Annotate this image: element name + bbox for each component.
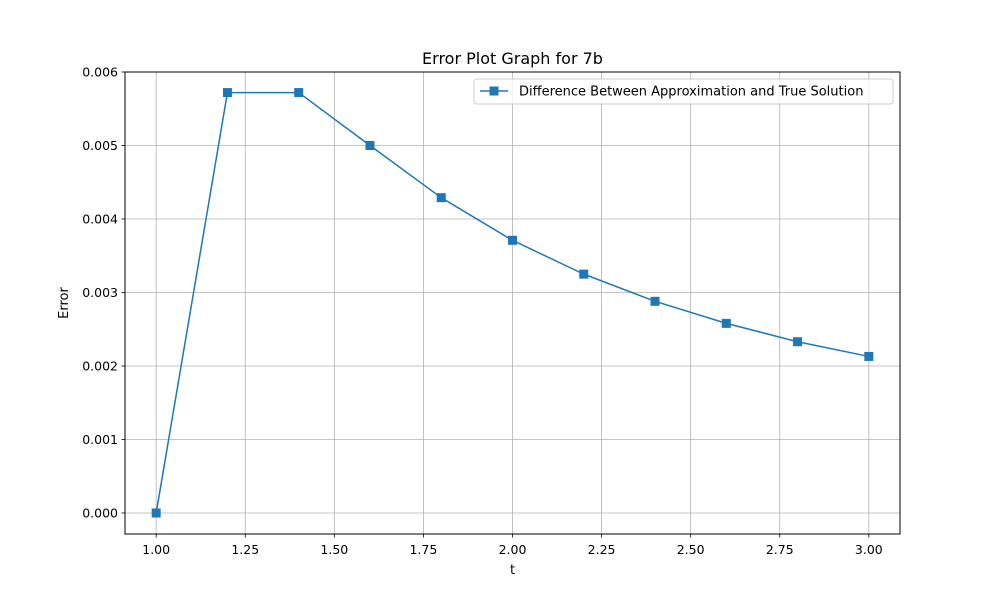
legend-marker-swatch xyxy=(489,86,499,96)
series-layer xyxy=(151,88,874,518)
chart-title: Error Plot Graph for 7b xyxy=(422,49,603,68)
x-tick-label: 3.00 xyxy=(855,542,883,557)
x-tick-label: 1.50 xyxy=(320,542,348,557)
y-tick-label: 0.001 xyxy=(82,432,118,447)
data-point-marker xyxy=(365,140,375,150)
y-axis-label: Error xyxy=(57,287,72,319)
data-point-marker xyxy=(721,318,731,328)
x-axis-label: t xyxy=(510,563,515,578)
data-point-marker xyxy=(294,88,304,98)
legend: Difference Between Approximation and Tru… xyxy=(473,78,894,105)
x-tick-label: 2.00 xyxy=(499,542,527,557)
y-tick-label: 0.000 xyxy=(82,505,118,520)
legend-box xyxy=(473,78,894,105)
data-point-marker xyxy=(436,193,446,203)
x-tick-label: 2.75 xyxy=(766,542,794,557)
legend-entry-label: Difference Between Approximation and Tru… xyxy=(519,85,863,100)
x-tick-label: 2.25 xyxy=(588,542,616,557)
y-tick-label: 0.004 xyxy=(82,211,118,226)
data-point-marker xyxy=(793,337,803,347)
x-tick-label: 2.50 xyxy=(677,542,705,557)
y-tick-label: 0.002 xyxy=(82,358,118,373)
data-point-marker xyxy=(579,269,589,279)
data-point-marker xyxy=(151,508,161,518)
grid xyxy=(125,71,900,534)
x-tick-label: 1.00 xyxy=(142,542,170,557)
y-axis: 0.000 0.001 0.002 0.003 0.004 0.005 0.006 xyxy=(82,65,125,520)
y-tick-label: 0.003 xyxy=(82,285,118,300)
data-point-marker xyxy=(864,351,874,361)
x-tick-label: 1.75 xyxy=(409,542,437,557)
data-point-marker xyxy=(508,235,517,245)
data-point-marker xyxy=(222,88,232,98)
x-axis: 1.00 1.25 1.50 1.75 2.00 2.25 2.50 2.75 3.00 xyxy=(142,534,883,557)
x-tick-label: 1.25 xyxy=(231,542,259,557)
y-tick-label: 0.006 xyxy=(82,65,118,80)
y-tick-label: 0.005 xyxy=(82,138,118,153)
data-point-marker xyxy=(650,296,660,306)
